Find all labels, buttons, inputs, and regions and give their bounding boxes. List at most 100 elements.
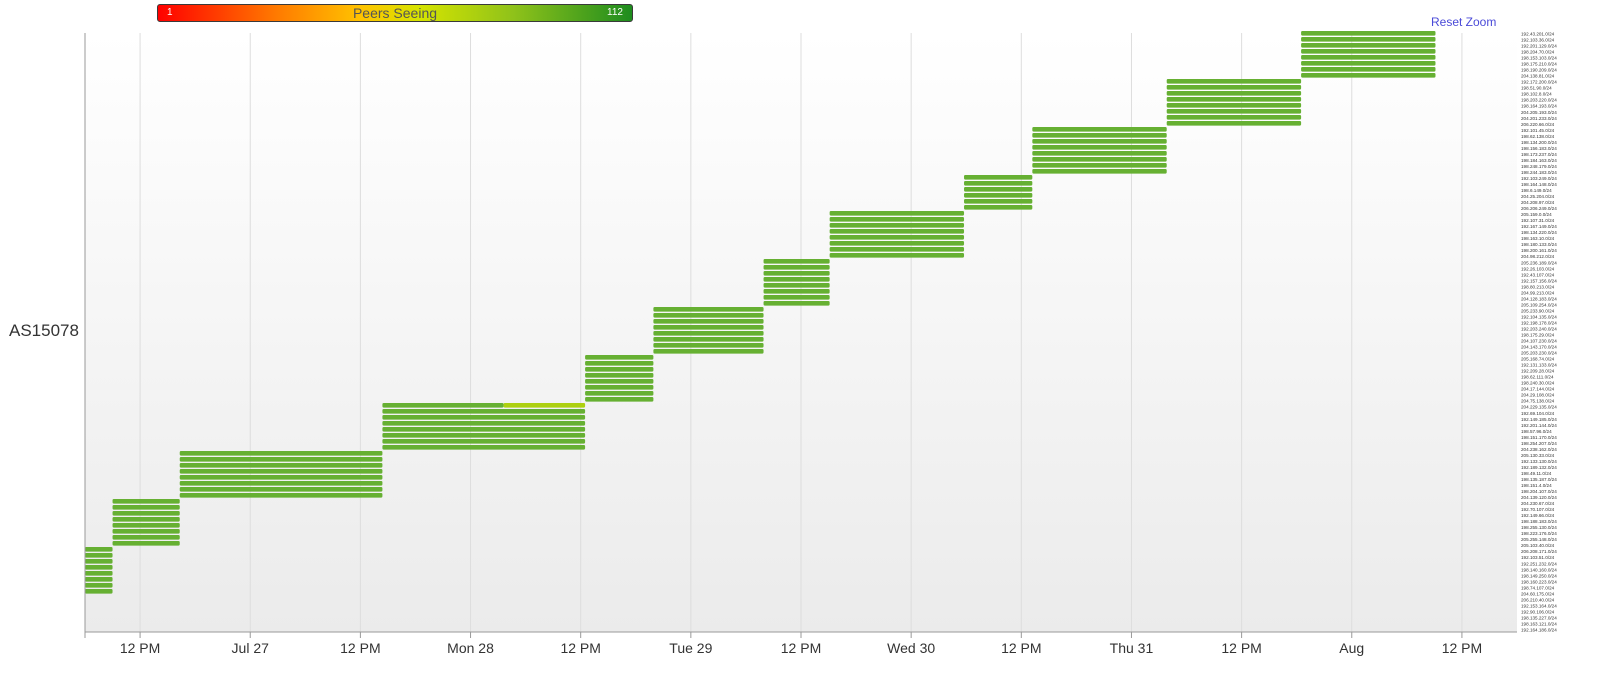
prefix-label: 198.204.70.0/24 (1521, 50, 1555, 55)
prefix-label: 204.138.81.0/24 (1521, 74, 1555, 79)
prefix-bar (1166, 109, 1302, 114)
x-tick-label: 12 PM (120, 640, 160, 656)
prefix-label: 198.160.223.0/24 (1521, 579, 1557, 584)
prefix-bar (179, 469, 383, 474)
x-tick-label: 12 PM (340, 640, 380, 656)
prefix-label: 205.233.90.0/24 (1521, 308, 1555, 313)
prefix-bar (85, 583, 113, 588)
prefix-label: 192.201.144.0/24 (1521, 423, 1557, 428)
prefix-bar (382, 403, 504, 408)
prefix-bar (382, 421, 586, 426)
prefix-bar (179, 481, 383, 486)
prefix-bar (1032, 151, 1167, 156)
prefix-bar (829, 253, 965, 258)
prefix-label: 192.101.45.0/24 (1521, 128, 1555, 133)
prefix-bar (829, 229, 965, 234)
prefix-label: 192.172.200.0/24 (1521, 80, 1557, 85)
prefix-label: 206.206.249.0/24 (1521, 206, 1557, 211)
prefix-label: 198.140.160.0/24 (1521, 567, 1557, 572)
prefix-label: 192.149.185.0/24 (1521, 417, 1557, 422)
prefix-label: 198.173.237.0/24 (1521, 152, 1557, 157)
prefix-bar (112, 535, 180, 540)
prefix-label: 192.251.232.0/24 (1521, 561, 1557, 566)
prefix-bar (653, 319, 764, 324)
x-tick-label: Tue 29 (669, 640, 712, 656)
prefix-bar (829, 217, 965, 222)
prefix-bar (382, 439, 586, 444)
prefix-label: 205.159.0.0/24 (1521, 212, 1552, 217)
prefix-label: 204.25.204.0/24 (1521, 194, 1555, 199)
prefix-label: 192.201.129.0/24 (1521, 44, 1557, 49)
x-tick-label: 12 PM (560, 640, 600, 656)
prefix-bar (112, 511, 180, 516)
prefix-label: 198.49.11.0/24 (1521, 471, 1552, 476)
x-tick-label: Wed 30 (887, 640, 935, 656)
prefix-label: 198.164.193.0/24 (1521, 104, 1557, 109)
prefix-label: 198.248.179.0/24 (1521, 164, 1557, 169)
prefix-label: 198.6.149.0/24 (1521, 188, 1552, 193)
prefix-label: 192.103.36.0/24 (1521, 38, 1555, 43)
prefix-label: 204.60.175.0/24 (1521, 591, 1555, 596)
prefix-label: 198.151.4.0/24 (1521, 483, 1552, 488)
prefix-bar (112, 505, 180, 510)
prefix-label: 198.153.103.0/24 (1521, 56, 1557, 61)
prefix-label: 204.205.193.0/24 (1521, 110, 1557, 115)
prefix-label: 192.157.156.0/24 (1521, 278, 1557, 283)
prefix-label: 198.254.207.0/24 (1521, 441, 1557, 446)
reset-zoom-button[interactable]: Reset Zoom (1431, 15, 1497, 29)
prefix-bar (1301, 55, 1436, 60)
prefix-label: 198.244.183.0/24 (1521, 170, 1557, 175)
prefix-bar (1032, 145, 1167, 150)
prefix-bar (653, 337, 764, 342)
prefix-label: 192.153.164.0/24 (1521, 603, 1557, 608)
prefix-bar (964, 199, 1033, 204)
prefix-bar (85, 571, 113, 576)
prefix-label: 204.107.230.0/24 (1521, 339, 1557, 344)
prefix-bar (1301, 43, 1436, 48)
prefix-bar (585, 355, 654, 360)
prefix-label: 192.104.135.0/24 (1521, 314, 1557, 319)
prefix-label: 198.188.183.0/24 (1521, 519, 1557, 524)
prefix-bar (653, 307, 764, 312)
prefix-label: 204.238.162.0/24 (1521, 447, 1557, 452)
prefix-bar (1166, 97, 1302, 102)
prefix-bar (382, 415, 586, 420)
prefix-bar (179, 493, 383, 498)
prefix-bar (964, 181, 1033, 186)
prefix-bar (1032, 127, 1167, 132)
prefix-label: 204.128.183.0/24 (1521, 296, 1557, 301)
prefix-label: 198.134.200.0/24 (1521, 140, 1557, 145)
x-tick-label: 12 PM (1001, 640, 1041, 656)
prefix-bar (85, 565, 113, 570)
x-tick-label: Mon 28 (447, 640, 494, 656)
prefix-bar (112, 541, 180, 546)
prefix-bar (1032, 169, 1167, 174)
prefix-label: 206.208.171.0/24 (1521, 549, 1557, 554)
prefix-label: 198.135.227.0/24 (1521, 615, 1557, 620)
prefix-bar (829, 235, 965, 240)
prefix-label: 204.229.135.0/24 (1521, 405, 1557, 410)
prefix-label: 192.103.249.0/24 (1521, 176, 1557, 181)
prefix-bar (1166, 91, 1302, 96)
prefix-bar (653, 313, 764, 318)
prefix-label: 198.203.220.0/24 (1521, 98, 1557, 103)
prefix-bar (1032, 133, 1167, 138)
prefix-label: 198.223.176.0/24 (1521, 531, 1557, 536)
prefix-bar (1032, 163, 1167, 168)
prefix-label: 205.236.189.0/24 (1521, 260, 1557, 265)
prefix-bar (763, 277, 830, 282)
prefix-label: 206.220.66.0/24 (1521, 122, 1555, 127)
prefix-label: 198.74.107.0/24 (1521, 585, 1555, 590)
legend-max: 112 (607, 7, 623, 18)
prefix-label: 198.240.30.0/24 (1521, 381, 1555, 386)
x-tick-label: Jul 27 (232, 640, 270, 656)
prefix-bar (653, 331, 764, 336)
y-axis-label: AS15078 (9, 321, 79, 340)
prefix-label: 198.175.29.0/24 (1521, 333, 1555, 338)
prefix-bar (763, 265, 830, 270)
prefix-bar (85, 589, 113, 594)
prefix-bar (1166, 115, 1302, 120)
prefix-label: 204.17.144.0/24 (1521, 387, 1555, 392)
prefix-bar (585, 361, 654, 366)
